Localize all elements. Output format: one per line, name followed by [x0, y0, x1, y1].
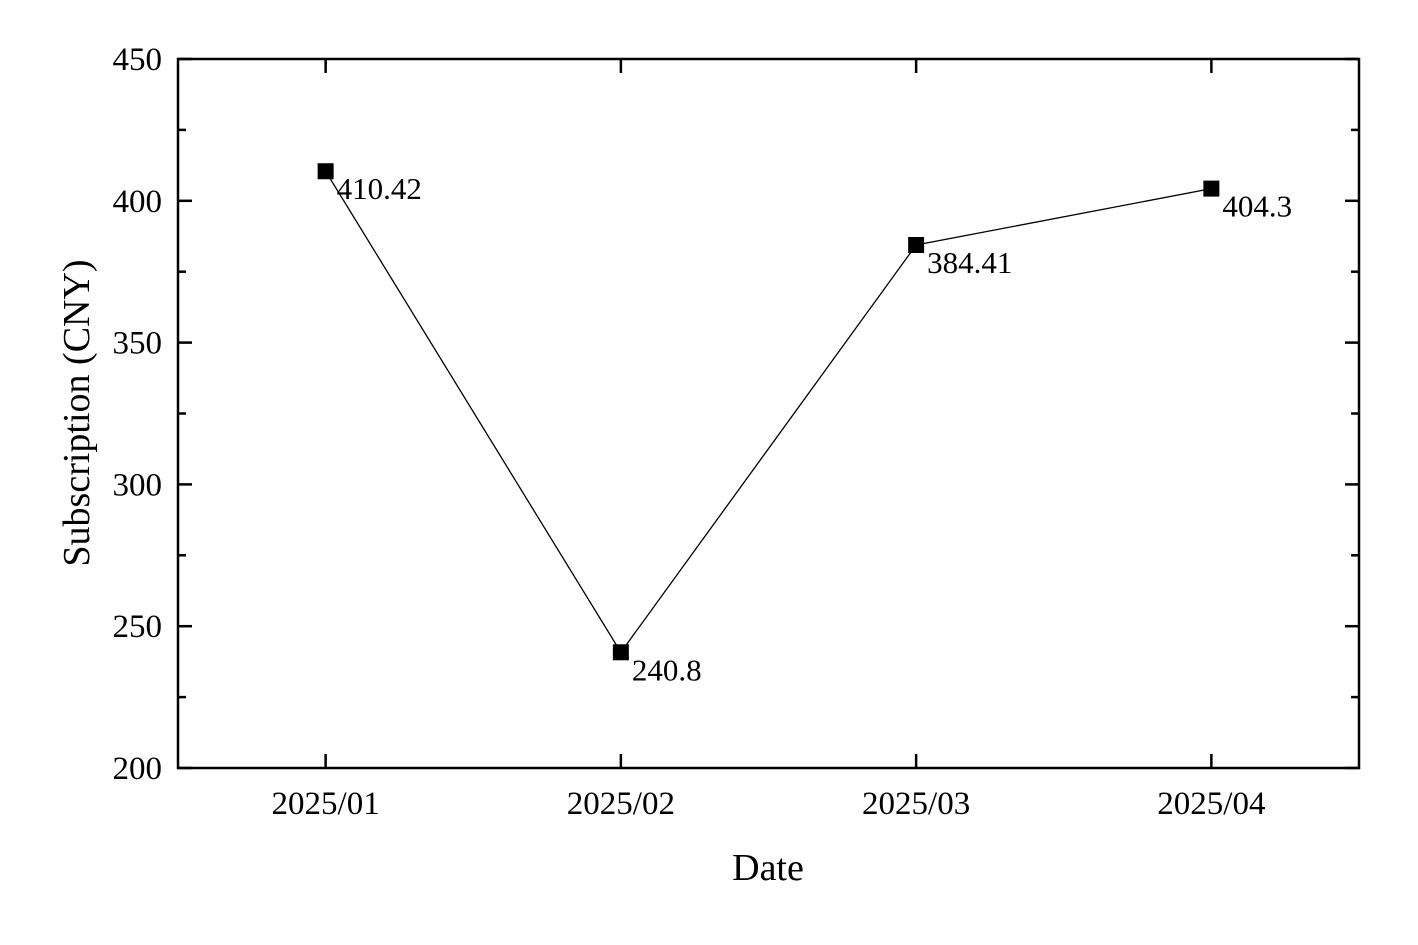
data-label: 404.3 [1222, 189, 1292, 224]
x-tick-label: 2025/02 [567, 786, 675, 822]
y-tick-label: 350 [113, 326, 163, 362]
y-axis-title: Subscription (CNY) [56, 259, 98, 566]
data-label: 410.42 [337, 171, 422, 206]
series-line [325, 170, 1212, 654]
data-point-marker [612, 644, 629, 661]
x-axis-title: Date [732, 847, 804, 889]
y-tick-label: 300 [113, 467, 163, 503]
y-tick-label: 450 [113, 42, 163, 78]
x-tick-label: 2025/01 [272, 786, 380, 822]
x-tick-label: 2025/04 [1157, 786, 1265, 822]
y-tick-label: 400 [113, 184, 163, 220]
data-label: 384.41 [927, 245, 1012, 280]
data-label: 240.8 [632, 652, 702, 687]
x-tick-label: 2025/03 [862, 786, 970, 822]
y-tick-label: 200 [113, 751, 163, 787]
data-point-marker [1203, 180, 1220, 197]
data-point-marker [317, 163, 334, 180]
data-point-marker [908, 237, 925, 254]
y-tick-label: 250 [113, 609, 163, 645]
